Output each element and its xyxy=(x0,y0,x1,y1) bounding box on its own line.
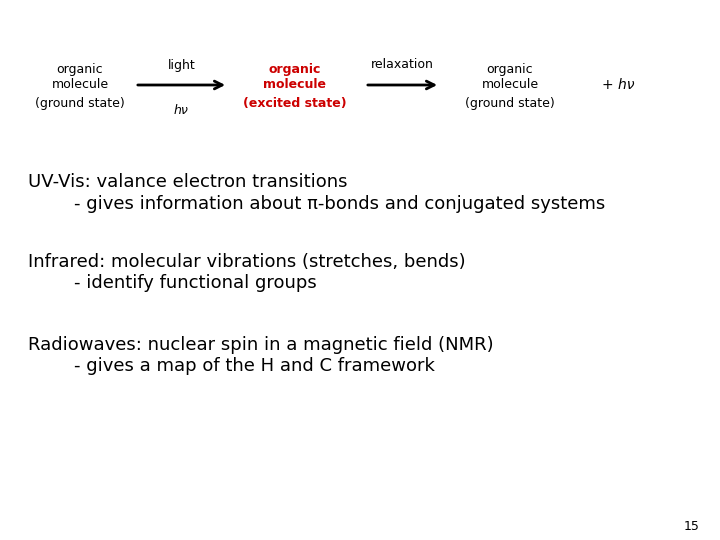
Text: - gives a map of the H and C framework: - gives a map of the H and C framework xyxy=(28,357,435,375)
Text: - identify functional groups: - identify functional groups xyxy=(28,274,317,292)
Text: Infrared: molecular vibrations (stretches, bends): Infrared: molecular vibrations (stretche… xyxy=(28,253,466,271)
Text: UV-Vis: valance electron transitions: UV-Vis: valance electron transitions xyxy=(28,173,348,191)
Text: - gives information about π-bonds and conjugated systems: - gives information about π-bonds and co… xyxy=(28,195,606,213)
Text: (ground state): (ground state) xyxy=(465,97,555,110)
Text: organic: organic xyxy=(269,64,321,77)
Text: + hν: + hν xyxy=(602,78,634,92)
Text: relaxation: relaxation xyxy=(371,58,434,71)
Text: light: light xyxy=(168,58,195,71)
Text: organic: organic xyxy=(487,64,534,77)
Text: organic: organic xyxy=(57,64,103,77)
Text: (ground state): (ground state) xyxy=(35,97,125,110)
Text: molecule: molecule xyxy=(51,78,109,91)
Text: Radiowaves: nuclear spin in a magnetic field (NMR): Radiowaves: nuclear spin in a magnetic f… xyxy=(28,336,494,354)
Text: molecule: molecule xyxy=(264,78,326,91)
Text: molecule: molecule xyxy=(482,78,539,91)
Text: (excited state): (excited state) xyxy=(243,97,347,110)
Text: 15: 15 xyxy=(684,519,700,532)
Text: hν: hν xyxy=(174,105,189,118)
